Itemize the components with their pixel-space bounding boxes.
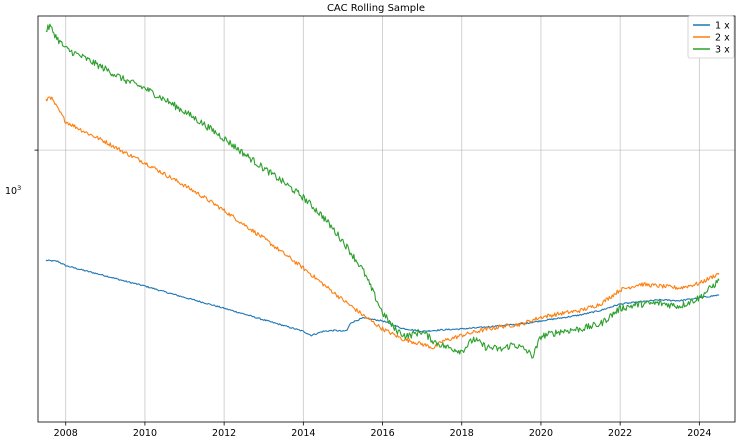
legend-label-1x: 1 x [715, 21, 730, 32]
x-tick-label-2008: 2008 [54, 428, 78, 439]
series-line-3x [45, 23, 720, 359]
x-tick-label-2012: 2012 [212, 428, 236, 439]
x-tick-label-2018: 2018 [450, 428, 474, 439]
legend-label-2x: 2 x [715, 33, 730, 44]
plot-area-frame [37, 15, 736, 423]
series-line-2x [45, 96, 720, 350]
x-tick-label-2024: 2024 [687, 428, 711, 439]
chart-title: CAC Rolling Sample [327, 3, 425, 14]
legend-label-3x: 3 x [715, 45, 730, 56]
legend-box [687, 15, 735, 59]
x-tick-label-2010: 2010 [133, 428, 157, 439]
legend: 1 x2 x3 x [687, 15, 735, 59]
x-tick-label-2020: 2020 [529, 428, 553, 439]
y-tick-label-1000: 103 [5, 184, 21, 197]
series-line-1x [45, 259, 720, 337]
x-tick-label-2016: 2016 [370, 428, 394, 439]
x-tick-label-2022: 2022 [608, 428, 632, 439]
x-tick-label-2014: 2014 [291, 428, 315, 439]
